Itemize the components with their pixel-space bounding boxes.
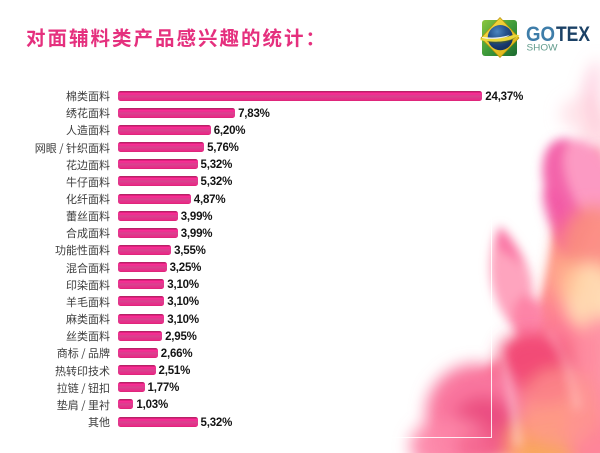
svg-text:TEX: TEX [556,22,591,46]
svg-text:SHOW: SHOW [527,43,558,54]
svg-text:GO: GO [526,22,555,46]
